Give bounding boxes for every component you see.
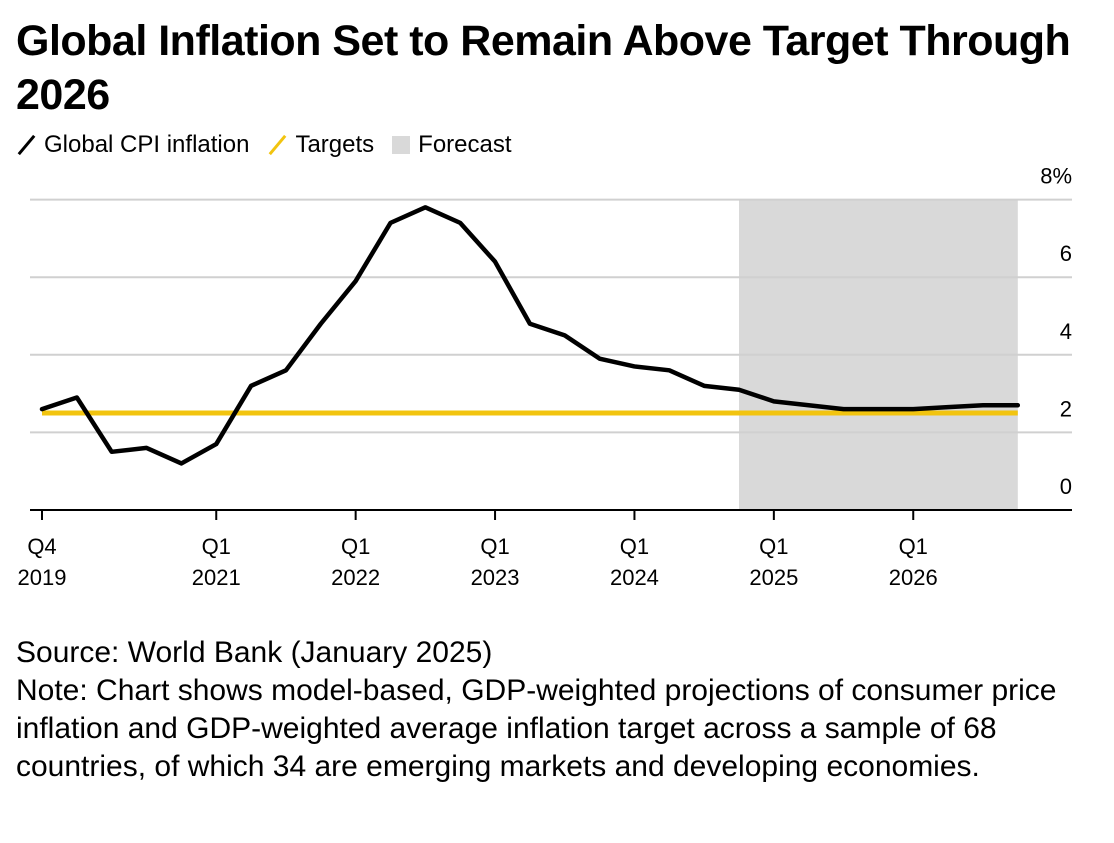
legend-label-cpi: Global CPI inflation	[44, 131, 250, 158]
x-tick-quarter-label: Q1	[480, 534, 509, 559]
y-tick-label: 8%	[1040, 164, 1072, 189]
legend: Global CPI inflation Targets Forecast	[16, 130, 530, 160]
x-tick-quarter-label: Q1	[899, 534, 928, 559]
x-tick-year-label: 2026	[889, 565, 938, 590]
note-text: Note: Chart shows model-based, GDP-weigh…	[16, 674, 1057, 783]
x-tick-year-label: 2022	[331, 565, 380, 590]
chart-title: Global Inflation Set to Remain Above Tar…	[16, 17, 1071, 119]
box-swatch-icon	[392, 136, 411, 154]
x-tick-year-label: 2025	[749, 565, 798, 590]
x-tick-year-label: 2024	[610, 565, 659, 590]
footer: Source: World Bank (January 2025) Note: …	[16, 634, 1096, 786]
line-chart: 0 2 4 6 8% Q4 2019 Q1 2021 Q1 2022 Q1 2023 Q1 2024 Q1 20…	[18, 164, 1072, 590]
legend-label-targets: Targets	[295, 131, 375, 158]
x-tick-quarter-label: Q4	[27, 534, 56, 559]
x-tick-quarter-label: Q1	[620, 534, 649, 559]
x-tick-year-label: 2023	[471, 565, 520, 590]
y-tick-label: 6	[1060, 241, 1072, 266]
line-swatch-icon	[16, 135, 36, 155]
line-swatch-icon	[267, 135, 287, 155]
y-tick-label: 2	[1060, 396, 1072, 421]
source-text: Source: World Bank (January 2025)	[16, 636, 493, 669]
y-tick-label: 4	[1060, 319, 1072, 344]
legend-label-forecast: Forecast	[418, 131, 512, 158]
legend-item-forecast: Forecast	[392, 131, 512, 159]
x-tick-year-label: 2021	[192, 565, 241, 590]
series-line-cpi	[39, 205, 1021, 466]
x-tick-year-label: 2019	[18, 565, 67, 590]
x-tick-quarter-label: Q1	[341, 534, 370, 559]
y-tick-label: 0	[1060, 474, 1072, 499]
legend-item-cpi: Global CPI inflation	[16, 131, 249, 159]
x-tick-quarter-label: Q1	[202, 534, 231, 559]
legend-item-targets: Targets	[267, 131, 374, 159]
x-tick-quarter-label: Q1	[759, 534, 788, 559]
